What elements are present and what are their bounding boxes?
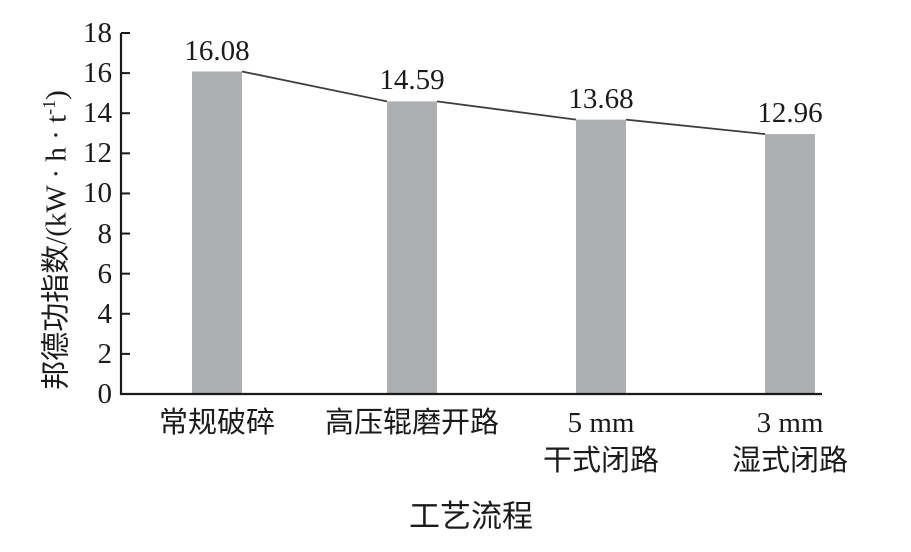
- connector-segment-0: [241, 70, 388, 103]
- y-tick-label-8: 8: [97, 217, 113, 250]
- y-tick-label-14: 14: [83, 97, 112, 130]
- y-tick-label-10: 10: [83, 177, 112, 210]
- bar-2: [576, 119, 626, 394]
- category-label-2: 5 mm 干式闭路: [542, 407, 659, 477]
- y-axis-title-superscript: -1: [39, 99, 59, 115]
- category-label-1: 高压辊磨开路: [324, 407, 499, 439]
- y-tick-label-0: 0: [97, 378, 113, 410]
- bar-value-label-0: 16.08: [184, 34, 250, 67]
- y-axis-title: 邦德功指数/(kW · h · t-1): [28, 7, 73, 473]
- category-label-3: 3 mm 湿式闭路: [731, 407, 848, 477]
- y-tick-label-6: 6: [97, 257, 113, 290]
- bar-value-label-2: 13.68: [568, 82, 634, 115]
- y-tick-label-4: 4: [97, 297, 113, 330]
- x-axis-title: 工艺流程: [409, 499, 533, 534]
- category-label-0: 常规破碎: [158, 407, 275, 439]
- y-tick-label-18: 18: [83, 17, 112, 49]
- bar-value-label-1: 14.59: [379, 64, 445, 97]
- bar-3: [765, 134, 815, 394]
- bar-1: [387, 101, 437, 395]
- y-tick-label-2: 2: [97, 337, 113, 370]
- bar-0: [192, 71, 242, 395]
- connector-segment-2: [625, 118, 766, 135]
- y-axis-title-text: 邦德功指数/(kW · h · t: [40, 114, 73, 390]
- y-tick-label-12: 12: [83, 137, 112, 170]
- y-axis-title-close: ): [40, 90, 73, 100]
- y-tick-label-16: 16: [83, 57, 112, 90]
- connector-segment-1: [436, 100, 577, 121]
- bar-value-label-3: 12.96: [757, 97, 823, 130]
